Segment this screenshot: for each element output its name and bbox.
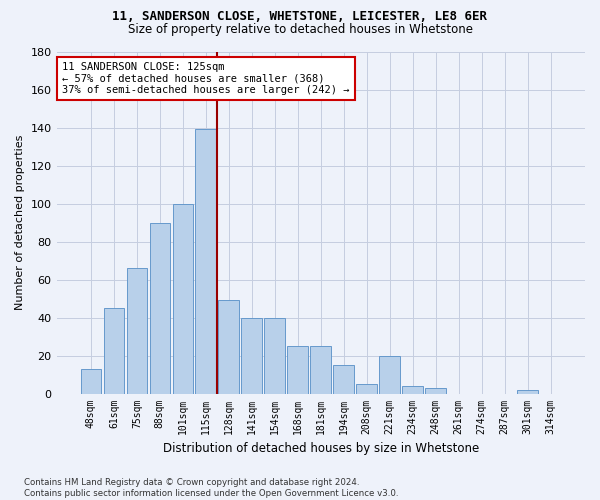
Text: 11 SANDERSON CLOSE: 125sqm
← 57% of detached houses are smaller (368)
37% of sem: 11 SANDERSON CLOSE: 125sqm ← 57% of deta…	[62, 62, 349, 95]
Bar	[241, 318, 262, 394]
Bar	[425, 388, 446, 394]
Bar	[334, 365, 354, 394]
Bar	[80, 369, 101, 394]
Y-axis label: Number of detached properties: Number of detached properties	[15, 135, 25, 310]
Bar	[265, 318, 285, 394]
Bar	[356, 384, 377, 394]
Text: Contains HM Land Registry data © Crown copyright and database right 2024.
Contai: Contains HM Land Registry data © Crown c…	[24, 478, 398, 498]
Bar	[196, 130, 216, 394]
Bar	[149, 222, 170, 394]
Bar	[218, 300, 239, 394]
Bar	[310, 346, 331, 394]
Bar	[127, 268, 147, 394]
Bar	[173, 204, 193, 394]
Bar	[379, 356, 400, 394]
Bar	[287, 346, 308, 394]
Bar	[104, 308, 124, 394]
Bar	[403, 386, 423, 394]
Bar	[517, 390, 538, 394]
X-axis label: Distribution of detached houses by size in Whetstone: Distribution of detached houses by size …	[163, 442, 479, 455]
Text: 11, SANDERSON CLOSE, WHETSTONE, LEICESTER, LE8 6ER: 11, SANDERSON CLOSE, WHETSTONE, LEICESTE…	[113, 10, 487, 23]
Text: Size of property relative to detached houses in Whetstone: Size of property relative to detached ho…	[128, 22, 473, 36]
